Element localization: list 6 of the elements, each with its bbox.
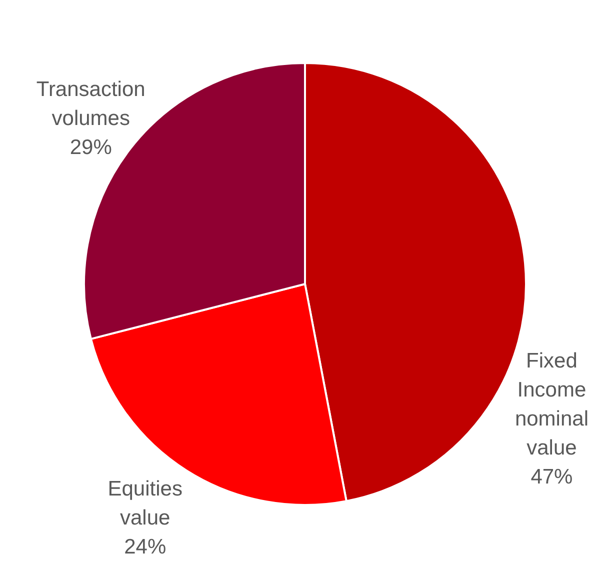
data-label: 29% [70, 135, 112, 158]
data-label: 24% [124, 535, 166, 558]
data-label: 47% [530, 465, 573, 488]
slice-label: Transaction volumes [36, 77, 146, 130]
slice-label: Equities value [108, 477, 182, 530]
slice-label: Fixed Income nominal value [514, 349, 588, 460]
